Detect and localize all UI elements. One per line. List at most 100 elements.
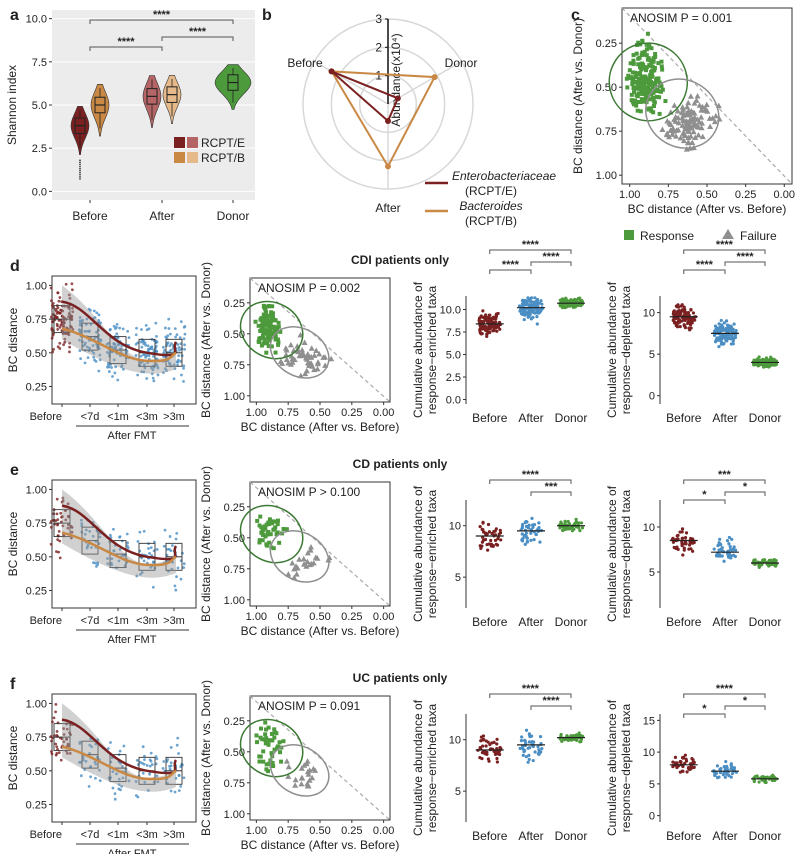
bc-point [176,566,180,570]
y-axis-label: Cumulative abundance of [605,281,619,418]
bc-point [62,733,66,736]
response-point [660,87,665,92]
failure-point [699,120,706,126]
response-point [646,106,651,111]
swarm-point [527,753,531,757]
radar-series-bacteroides [329,70,437,169]
x-tick-label: <3m [136,615,158,627]
swarm-point [680,769,685,773]
bc-point [54,753,58,757]
swarm-point [732,322,736,326]
response-point [659,59,664,64]
swarm-point [579,737,584,741]
response-point [631,90,636,95]
swarm-point [531,758,535,763]
bc-point [88,752,91,755]
bc-point [83,532,87,536]
bc-point [97,369,101,373]
bc-point [83,768,87,772]
bc-point [66,502,70,506]
swarm-point [675,765,679,770]
bc-point [145,763,149,767]
bc-point [98,353,102,357]
bc-point [136,540,140,543]
swarm-point [478,331,482,335]
bc-point [182,776,186,780]
y-tick-label: 5.0 [446,350,461,362]
bc-point [58,311,62,315]
response-point [641,62,646,67]
response-point [264,767,269,772]
bc-point [79,328,82,332]
swarm-point [495,760,499,764]
bc-point [107,361,110,365]
failure-point [707,123,714,130]
x-tick-label: Donor [217,209,250,223]
response-point [640,50,645,55]
response-point [651,81,656,86]
swarm-point [755,774,759,778]
response-point [651,56,656,61]
swarm-point [770,357,775,361]
failure-point [308,360,315,366]
bc-point [57,550,60,554]
radar-series-enterobacteriaceae-point [385,118,391,124]
failure-point [307,547,314,553]
swarm-point [563,737,567,742]
bc-point [179,577,183,581]
swarm-point [566,519,570,524]
anosim-annotation: ANOSIM P = 0.002 [258,281,360,295]
bc-point [98,358,102,362]
bc-point [49,286,53,290]
bc-point [59,511,63,515]
failure-point [293,571,300,577]
response-point [279,759,284,764]
swarm-point [724,759,728,764]
response-point [267,738,272,743]
swarm-point [488,313,492,317]
bc-point [80,522,84,525]
swarm-point [524,524,529,528]
bc-point [54,710,57,714]
x-tick-label: <7d [81,615,100,627]
x-tick-label: Donor [555,829,588,843]
response-point [273,335,278,340]
bc-point [151,376,155,380]
radar-series-bacteroides-point [431,74,438,81]
swarm-point [531,308,535,312]
y-axis-label: BC distance (After vs. Donor) [199,466,213,622]
swarm-point [484,744,488,748]
x-tick-label: 0.75 [277,825,298,837]
swarm-point [683,535,688,540]
y-tick-label: 10.0 [440,305,461,317]
bc-point [127,779,131,783]
failure-point [306,767,313,773]
diagonal-reference [249,277,391,403]
bc-point [177,773,181,777]
y-axis-label: response−depleted taxa [619,489,633,618]
outlier-point [79,167,81,170]
response-point [267,517,272,522]
swarm-point [479,735,484,739]
swarm-point [721,342,725,346]
swarm-point [677,305,681,309]
failure-point [685,128,692,134]
outlier-point [79,173,81,176]
swarm-point [724,327,728,331]
response-point [651,59,656,64]
bc-point [176,736,180,740]
anosim-annotation: ANOSIM P = 0.001 [630,11,732,25]
x-tick-label: After [518,829,543,843]
y-tick-label: 0.75 [26,732,47,744]
response-point [259,327,264,332]
failure-point [288,352,295,359]
swarm-point [734,548,738,552]
response-point [659,84,664,89]
bc-point [117,777,121,781]
swarm-point [577,521,581,525]
swarm-point [683,753,687,757]
x-tick-label: Donor [749,829,782,843]
response-point [631,76,636,81]
bc-point [174,588,178,592]
swarm-point [678,530,682,534]
